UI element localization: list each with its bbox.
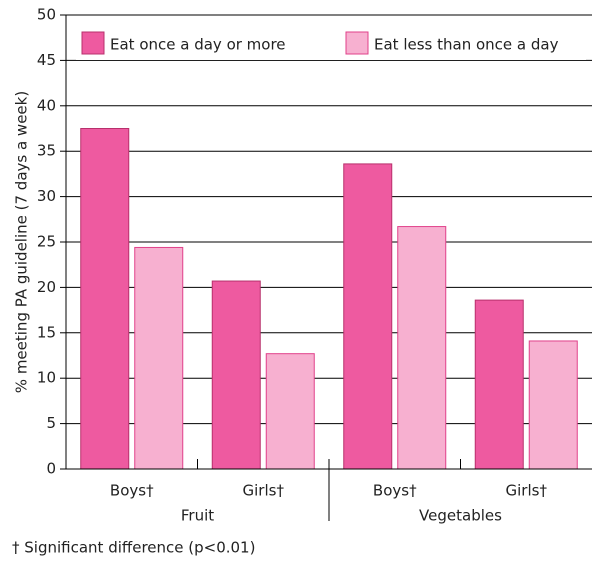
bar	[211, 280, 261, 470]
bar	[265, 353, 315, 470]
bar	[397, 226, 447, 470]
legend-box	[76, 28, 586, 60]
y-tick-label: 45	[37, 51, 56, 69]
y-tick-label: 40	[37, 96, 56, 114]
bar	[528, 340, 578, 470]
footnote: † Significant difference (p<0.01)	[12, 539, 255, 557]
y-tick-label: 35	[37, 142, 56, 160]
x-tick-label: Girls†	[243, 482, 285, 500]
group-label: Fruit	[181, 507, 214, 525]
y-tick-label: 0	[46, 460, 56, 478]
y-tick-label: 15	[37, 323, 56, 341]
legend-label: Eat less than once a day	[374, 36, 559, 54]
bar	[134, 246, 184, 470]
legend-swatch	[81, 31, 105, 55]
bar	[474, 299, 524, 470]
legend-swatch	[345, 31, 369, 55]
x-tick-label: Boys†	[373, 482, 417, 500]
y-tick-label: 5	[46, 414, 56, 432]
legend-label: Eat once a day or more	[110, 36, 286, 54]
x-tick-label: Boys†	[110, 482, 154, 500]
y-tick-label: 10	[37, 369, 56, 387]
y-tick-label: 50	[37, 6, 56, 24]
y-tick-label: 30	[37, 187, 56, 205]
y-tick-label: 25	[37, 233, 56, 251]
y-tick-label: 20	[37, 278, 56, 296]
group-label: Vegetables	[419, 507, 502, 525]
x-tick-label: Girls†	[506, 482, 548, 500]
y-axis-label: % meeting PA guideline (7 days a week)	[13, 91, 31, 393]
bar	[80, 128, 130, 470]
bar	[343, 163, 393, 470]
